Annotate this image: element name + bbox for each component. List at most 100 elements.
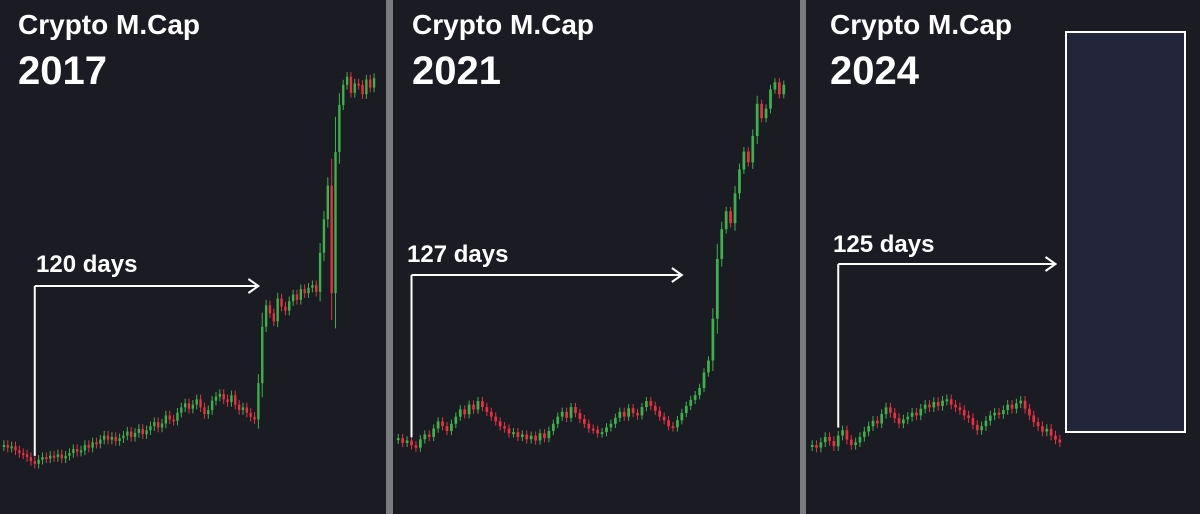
candle-body-up — [689, 399, 693, 406]
candle-body-up — [871, 420, 875, 427]
panel-2021-year: 2021 — [412, 49, 501, 93]
candle-body-up — [698, 387, 701, 396]
candle-body-up — [910, 412, 914, 417]
candle-body-up — [742, 151, 746, 170]
candle-body-up — [932, 402, 936, 408]
panel-2017-background — [0, 0, 386, 514]
panel-2024-title: Crypto M.Cap — [830, 9, 1012, 40]
candle-body-up — [261, 326, 264, 384]
candle-body-up — [110, 436, 114, 440]
candle-body-up — [609, 423, 613, 428]
candle-body-up — [715, 259, 719, 319]
candle-body-up — [423, 434, 427, 440]
candle-body-up — [476, 401, 480, 410]
candle-body-up — [720, 229, 724, 260]
candle-body-down — [565, 411, 568, 418]
candle-body-up — [210, 400, 214, 411]
candle-body-down — [427, 434, 431, 437]
candle-body-up — [458, 409, 462, 417]
candle-body-down — [18, 450, 21, 454]
candle-body-down — [543, 433, 546, 439]
candle-body-up — [450, 423, 453, 431]
candle-body-down — [268, 305, 272, 314]
candle-body-up — [276, 298, 279, 322]
candle-body-up — [941, 400, 944, 407]
candle-body-up — [984, 420, 988, 427]
candle-body-up — [993, 412, 997, 416]
candle-body-up — [538, 433, 542, 441]
candle-body-up — [773, 82, 777, 90]
candle-body-down — [245, 407, 249, 413]
candle-body-up — [733, 193, 737, 224]
candle-body-up — [191, 404, 195, 409]
candle-body-down — [1054, 435, 1057, 440]
candle-body-up — [867, 426, 871, 432]
candle-body-down — [187, 403, 191, 409]
candle-body-down — [622, 411, 626, 417]
candle-body-up — [322, 219, 326, 253]
candle-body-down — [295, 294, 299, 300]
candle-body-down — [1041, 426, 1044, 432]
candle-body-up — [988, 415, 992, 421]
candle-body-up — [133, 432, 137, 437]
candle-body-up — [195, 399, 198, 405]
candle-body-down — [401, 438, 405, 443]
candle-body-down — [587, 423, 591, 429]
candle-body-down — [832, 440, 836, 447]
candle-body-up — [345, 76, 349, 85]
candle-body-up — [291, 294, 295, 302]
candle-body-up — [318, 252, 322, 292]
annotation-arrowhead — [247, 278, 261, 294]
candle-body-down — [1049, 428, 1053, 436]
candle-body-down — [649, 401, 653, 406]
candle-body-up — [436, 421, 440, 429]
candle-body-up — [1015, 403, 1018, 409]
candle-body-up — [551, 423, 555, 431]
candle-body-down — [361, 84, 364, 95]
candle-body-up — [819, 442, 823, 448]
candle-body-up — [137, 428, 141, 433]
candle-body-down — [141, 428, 144, 435]
candle-body-up — [288, 301, 291, 311]
candle-body-up — [769, 89, 772, 109]
candle-body-down — [172, 419, 175, 422]
candle-body-up — [218, 393, 222, 397]
candle-body-up — [467, 404, 471, 415]
candle-body-down — [653, 405, 657, 411]
candle-body-down — [574, 407, 577, 414]
candle-body-down — [330, 185, 333, 294]
candle-body-up — [454, 416, 458, 424]
candle-body-up — [738, 169, 741, 194]
candle-body-up — [307, 287, 310, 294]
candle-body-down — [25, 454, 29, 458]
candle-body-down — [199, 399, 202, 408]
candle-body-up — [432, 428, 436, 437]
candle-body-down — [357, 83, 360, 86]
candle-body-down — [272, 313, 276, 322]
panel-2024-year: 2024 — [830, 49, 920, 93]
candle-body-down — [815, 445, 818, 448]
candle-body-down — [303, 289, 306, 294]
candle-body-up — [702, 372, 706, 388]
candle-body-down — [168, 415, 171, 420]
panel-2024-annotation: 125 days — [833, 231, 1058, 428]
candle-body-up — [257, 383, 260, 420]
candle-body-down — [6, 445, 9, 448]
candle-body-up — [164, 415, 168, 424]
candle-body-down — [1036, 422, 1040, 427]
candle-body-up — [693, 395, 697, 400]
candle-body-up — [755, 103, 759, 137]
candle-body-up — [923, 404, 927, 409]
candle-body-up — [49, 455, 52, 459]
candle-body-up — [880, 414, 884, 424]
candle-body-down — [671, 426, 675, 429]
candle-body-up — [751, 136, 755, 163]
candle-body-up — [72, 449, 75, 454]
candle-body-up — [841, 430, 844, 436]
annotation-arrowhead — [671, 267, 684, 283]
candle-body-up — [724, 211, 728, 230]
candle-body-down — [349, 76, 353, 93]
candle-body-up — [56, 454, 60, 458]
panel-2017-days-label: 120 days — [36, 251, 137, 278]
candle-body-up — [556, 416, 560, 424]
